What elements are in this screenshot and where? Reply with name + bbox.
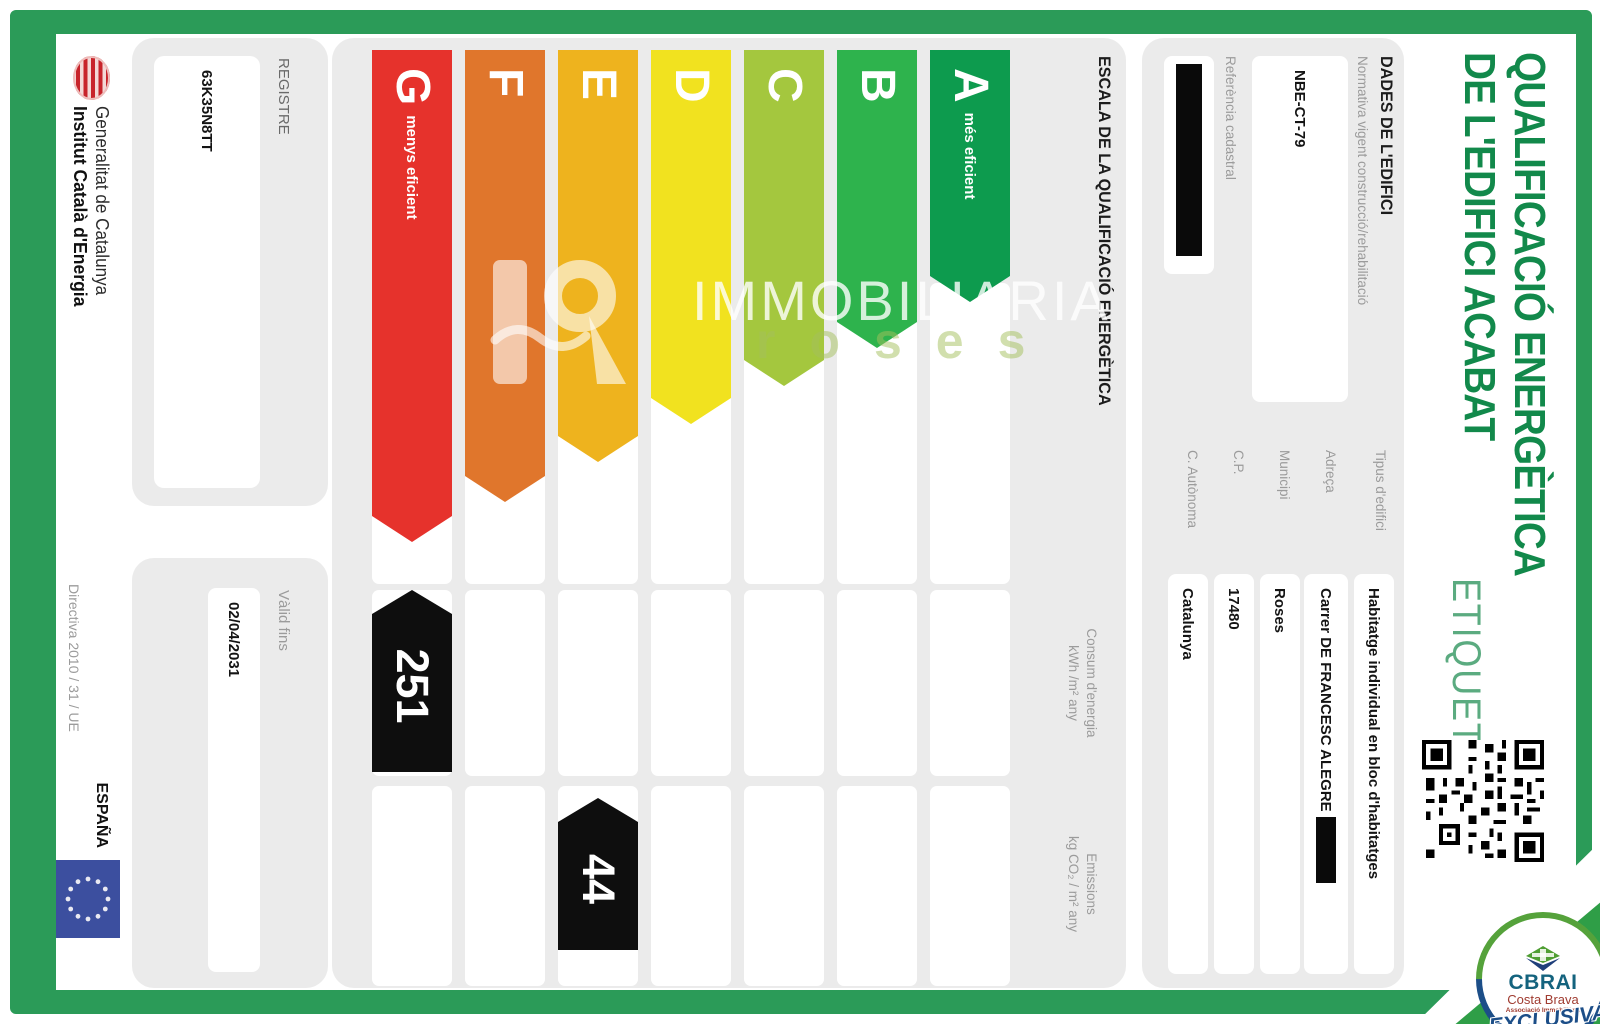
- directiva-label: Directiva 2010 / 31 / UE: [66, 584, 82, 732]
- cbrai-logo-icon: [1526, 946, 1560, 971]
- cbrai-badge-content: CBRAI Costa Brava Associació Immobiliàri…: [1482, 918, 1600, 1024]
- referencia-label: Referència cadastral: [1223, 56, 1238, 180]
- consum-cell: [930, 590, 1010, 776]
- field-label-municipi: Municipi: [1277, 450, 1292, 500]
- scale-cell: [930, 283, 1010, 584]
- title-line-2: DE L'EDIFICI ACABAT: [1455, 52, 1504, 441]
- valid-fins-value-box: 02/04/2031: [208, 588, 260, 972]
- rating-letter: B: [851, 68, 904, 103]
- referencia-redaction-bar: [1176, 64, 1202, 256]
- emissions-cell: [651, 786, 731, 986]
- consum-cell: [558, 590, 638, 776]
- rating-row-C: C: [744, 0, 824, 1024]
- rating-row-D: D: [651, 0, 731, 1024]
- rating-sublabel: més eficient: [961, 112, 979, 200]
- consum-header-line2: kWh /m² any: [1066, 645, 1081, 721]
- generalitat-logo: [73, 56, 110, 100]
- rating-letter: E: [572, 68, 625, 101]
- rating-arrow-D: D: [651, 50, 731, 424]
- registre-label: REGISTRE: [275, 58, 292, 135]
- certificate-title: QUALIFICACIÓ ENERGÈTICA DE L'EDIFICI ACA…: [1454, 52, 1554, 647]
- field-label-adreca: Adreça: [1323, 450, 1338, 493]
- emissions-header-line1: Emissions: [1084, 853, 1099, 915]
- rating-letter: C: [758, 68, 811, 103]
- consum-cell: [837, 590, 917, 776]
- cbrai-label: CBRAI: [1508, 971, 1578, 994]
- rating-letter: G: [386, 68, 439, 106]
- registre-value: 63K35N8TT: [198, 70, 216, 152]
- normativa-value: NBE-CT-79: [1291, 70, 1309, 148]
- emissions-cell: [372, 786, 452, 986]
- rating-arrow-F: F: [465, 50, 545, 502]
- emissions-column-header: Emissions kg CO₂ / m² any: [1064, 784, 1100, 984]
- rating-sublabel: menys eficient: [403, 115, 421, 220]
- field-value-municipi: Roses: [1271, 588, 1289, 634]
- normativa-value-box: NBE-CT-79: [1252, 56, 1348, 402]
- consum-header-line1: Consum d'energia: [1084, 628, 1099, 738]
- field-value-box-adreca: Carrer DE FRANCESC ALEGRE: [1304, 574, 1348, 974]
- consum-value: 251: [387, 648, 438, 724]
- emissions-cell: [930, 786, 1010, 986]
- field-value-autonoma: Catalunya: [1179, 588, 1197, 660]
- emissions-cell: [465, 786, 545, 986]
- field-value-tipus: Habitatge individual en bloc d'habitatge…: [1365, 588, 1383, 880]
- field-value-box-autonoma: Catalunya: [1168, 574, 1208, 974]
- rating-letter: D: [665, 68, 718, 103]
- registre-value-box: 63K35N8TT: [154, 56, 260, 488]
- field-label-tipus: Tipus d'edifici: [1373, 450, 1388, 531]
- field-value-cp: 17480: [1225, 588, 1243, 630]
- rating-letter: A: [944, 68, 997, 103]
- valid-fins-label: Vàlid fins: [275, 590, 292, 651]
- field-value-adreca: Carrer DE FRANCESC ALEGRE: [1317, 588, 1335, 812]
- valid-fins-value: 02/04/2031: [225, 602, 243, 678]
- generalitat-line1: Generalitat de Catalunya: [92, 106, 112, 296]
- field-value-box-tipus: Habitatge individual en bloc d'habitatge…: [1354, 574, 1394, 974]
- adreca-redaction-bar: [1316, 816, 1336, 883]
- generalitat-line2: Institut Català d'Energia: [70, 106, 91, 307]
- consum-cell: [651, 590, 731, 776]
- title-line-1: QUALIFICACIÓ ENERGÈTICA: [1505, 52, 1554, 576]
- field-value-box-municipi: Roses: [1260, 574, 1300, 974]
- emissions-cell: [744, 786, 824, 986]
- consum-value-arrow: 251: [372, 590, 452, 772]
- emissions-value-arrow: 44: [558, 798, 638, 950]
- dades-header: DADES DE L'EDIFICI: [1377, 56, 1396, 216]
- consum-cell: [465, 590, 545, 776]
- rating-arrow-C: C: [744, 50, 824, 386]
- consum-cell: [744, 590, 824, 776]
- rating-row-F: F: [465, 0, 545, 1024]
- emissions-value: 44: [573, 853, 624, 905]
- emissions-cell: [837, 786, 917, 986]
- generalitat-text: Generalitat de Catalunya Institut Català…: [69, 106, 112, 317]
- rating-letter: F: [479, 68, 532, 98]
- rating-arrow-B: B: [837, 50, 917, 348]
- generalitat-symbol-icon: [73, 56, 110, 100]
- referencia-value-box: [1164, 56, 1214, 274]
- field-value-box-cp: 17480: [1214, 574, 1254, 974]
- consum-column-header: Consum d'energia kWh /m² any: [1064, 588, 1100, 778]
- field-label-cp: C.P.: [1231, 450, 1246, 475]
- qr-code: [1417, 740, 1544, 863]
- rating-arrow-E: E: [558, 50, 638, 462]
- escala-header: ESCALA DE LA QUALIFICACIÓ ENERGÈTICA: [1095, 56, 1114, 406]
- eu-flag-icon: [56, 860, 120, 938]
- cbrai-exclusiva-badge: CBRAI Costa Brava Associació Immobiliàri…: [1448, 884, 1600, 1024]
- emissions-header-line2: kg CO₂ / m² any: [1066, 835, 1081, 932]
- normativa-label: Normativa vigent construcció/rehabilitac…: [1355, 56, 1370, 306]
- espana-label: ESPAÑA: [93, 782, 110, 849]
- field-label-autonoma: C. Autònoma: [1185, 450, 1200, 529]
- rating-row-B: B: [837, 0, 917, 1024]
